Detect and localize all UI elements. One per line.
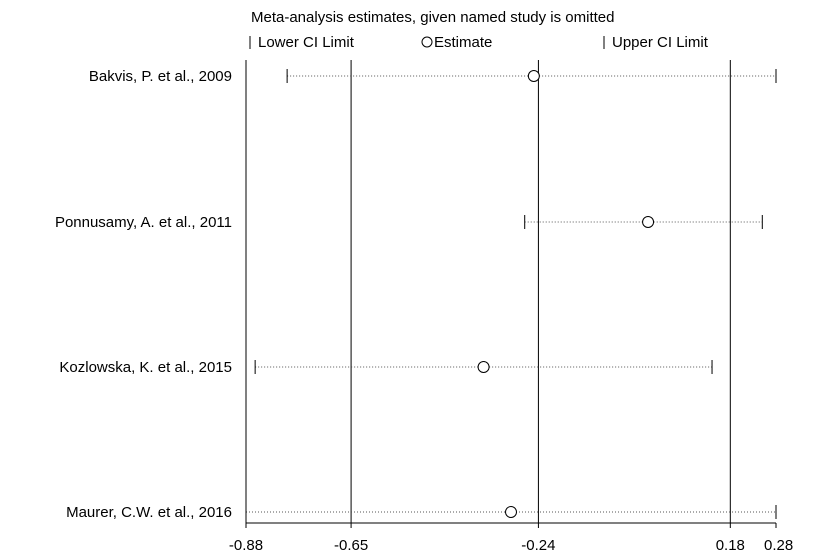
estimate-point	[642, 216, 655, 228]
x-tick-label: -0.88	[229, 537, 263, 554]
study-label: Ponnusamy, A. et al., 2011	[55, 214, 232, 231]
x-tick-label: -0.24	[521, 537, 555, 554]
estimate-point	[477, 361, 490, 373]
x-tick-label: 0.28	[764, 537, 793, 554]
x-axis-ticks: -0.88 -0.65 -0.24 0.18 0.28	[229, 523, 793, 554]
study-rows: Bakvis, P. et al., 2009 Ponnusamy, A. et …	[55, 68, 777, 521]
legend-lower-label: Lower CI Limit	[258, 34, 355, 51]
legend-estimate-label: Estimate	[434, 34, 492, 51]
estimate-point	[505, 506, 517, 518]
legend: Lower CI Limit Estimate Upper CI Limit	[249, 34, 709, 51]
estimate-point	[527, 70, 540, 82]
x-tick-label: 0.18	[716, 537, 745, 554]
legend-estimate-marker	[421, 36, 433, 48]
x-tick-label: -0.65	[334, 537, 368, 554]
study-label: Kozlowska, K. et al., 2015	[59, 359, 232, 376]
legend-upper-label: Upper CI Limit	[612, 34, 709, 51]
study-label: Maurer, C.W. et al., 2016	[66, 504, 232, 521]
reference-lines	[350, 60, 731, 523]
chart-title: Meta-analysis estimates, given named stu…	[251, 9, 615, 26]
study-label: Bakvis, P. et al., 2009	[89, 68, 232, 85]
